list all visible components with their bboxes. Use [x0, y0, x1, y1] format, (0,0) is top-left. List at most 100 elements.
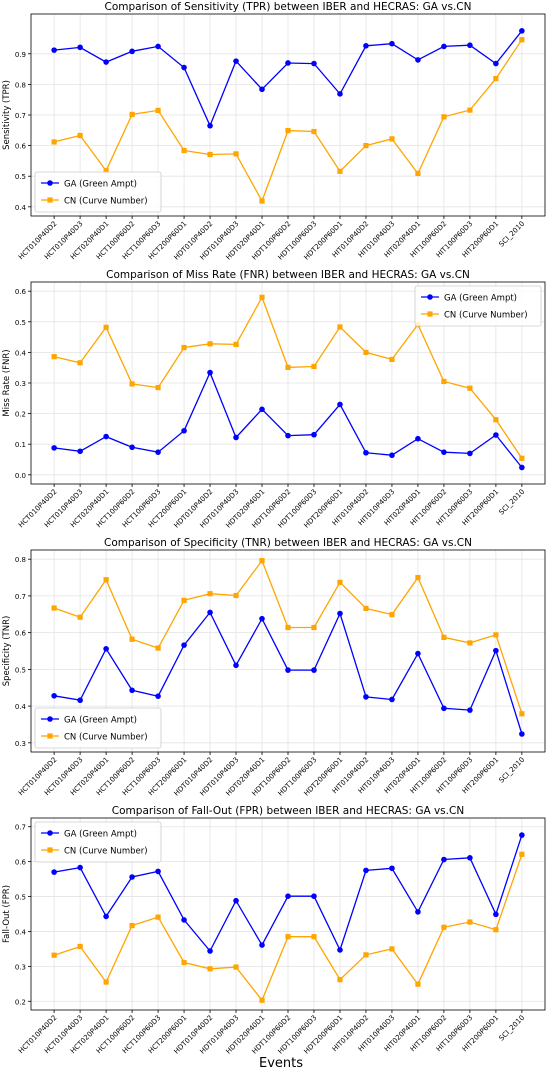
y-tick-label: 0.4	[15, 204, 27, 212]
data-point	[389, 865, 395, 872]
data-point	[77, 360, 83, 366]
data-point	[51, 605, 57, 611]
data-point	[467, 707, 473, 713]
data-point	[415, 574, 421, 581]
data-point	[207, 948, 213, 954]
data-point	[77, 448, 83, 455]
chart-title: Comparison of Fall-Out (FPR) between IBE…	[112, 805, 464, 817]
data-point	[155, 107, 161, 114]
chart-title: Comparison of Sensitivity (TPR) between …	[105, 1, 472, 13]
data-point	[415, 909, 421, 915]
data-point	[51, 47, 57, 53]
y-tick-label: 0.5	[15, 173, 26, 181]
data-point	[285, 667, 291, 673]
series-cn	[51, 558, 525, 717]
y-tick-label: 0.9	[15, 51, 26, 59]
legend-label: GA (Green Ampt)	[444, 294, 517, 304]
y-tick-label: 0.7	[15, 112, 26, 120]
data-point	[207, 369, 213, 376]
data-point	[103, 913, 109, 920]
data-point	[467, 640, 473, 646]
data-point	[129, 111, 135, 117]
data-point	[155, 384, 161, 391]
data-point	[493, 647, 499, 654]
data-point	[77, 614, 83, 620]
series-ga	[51, 609, 525, 737]
data-point	[441, 449, 447, 455]
data-point	[103, 645, 109, 652]
legend-marker	[47, 716, 53, 722]
data-point	[233, 341, 239, 348]
chart-panel-1: Comparison of Sensitivity (TPR) between …	[2, 1, 546, 262]
data-point	[337, 324, 343, 330]
data-point	[51, 952, 57, 958]
data-point	[155, 43, 161, 50]
data-point	[207, 966, 213, 972]
y-tick-label: 0.6	[15, 630, 27, 638]
data-point	[77, 132, 83, 139]
data-point	[389, 136, 395, 142]
legend-label: GA (Green Ampt)	[64, 830, 137, 840]
data-point	[285, 60, 291, 66]
y-axis-label: Miss Rate (FNR)	[2, 349, 12, 416]
y-tick-label: 0.3	[15, 380, 26, 388]
data-point	[129, 381, 135, 387]
data-point	[519, 464, 525, 471]
data-point	[415, 57, 421, 63]
data-point	[441, 43, 447, 50]
data-point	[129, 444, 135, 451]
y-tick-label: 0.6	[15, 859, 27, 867]
data-point	[285, 624, 291, 631]
data-point	[363, 952, 369, 958]
data-point	[181, 427, 187, 434]
data-point	[181, 642, 187, 648]
series-ga	[51, 369, 525, 471]
legend-label: CN (Curve Number)	[64, 197, 148, 207]
data-point	[519, 832, 525, 838]
data-point	[337, 947, 343, 953]
data-point	[363, 694, 369, 700]
data-point	[363, 867, 369, 874]
x-tick-label: SCI_2010	[497, 488, 526, 517]
data-point	[467, 450, 473, 457]
data-point	[181, 917, 187, 923]
y-tick-label: 0.4	[15, 349, 27, 357]
legend-marker	[47, 197, 53, 203]
data-point	[181, 959, 187, 966]
data-point	[233, 964, 239, 970]
legend-box	[34, 707, 162, 749]
data-point	[389, 612, 395, 618]
legend-marker	[47, 733, 53, 739]
y-tick-label: 0.8	[15, 81, 26, 89]
chart-panel-3: Comparison of Specificity (TNR) between …	[2, 537, 546, 798]
y-tick-label: 0.5	[15, 319, 26, 327]
data-point	[467, 385, 473, 391]
data-point	[51, 139, 57, 145]
data-point	[363, 449, 369, 456]
data-point	[493, 75, 499, 82]
data-point	[77, 697, 83, 704]
data-point	[415, 170, 421, 177]
data-point	[103, 433, 109, 440]
data-point	[129, 636, 135, 642]
data-point	[259, 997, 265, 1003]
data-point	[51, 869, 57, 875]
y-tick-label: 0.6	[15, 288, 27, 296]
x-tick-label: SCI_2010	[497, 756, 526, 785]
data-point	[441, 378, 447, 385]
y-tick-label: 0.6	[15, 143, 27, 151]
y-tick-label: 0.8	[15, 556, 26, 564]
data-point	[363, 605, 369, 611]
legend-label: GA (Green Ampt)	[64, 716, 137, 726]
data-point	[259, 406, 265, 413]
data-point	[259, 942, 265, 948]
data-point	[363, 349, 369, 355]
data-point	[77, 943, 83, 950]
data-point	[389, 946, 395, 952]
data-point	[233, 434, 239, 441]
data-point	[415, 981, 421, 987]
data-point	[103, 979, 109, 985]
data-point	[51, 354, 57, 360]
data-point	[155, 645, 161, 651]
data-point	[389, 452, 395, 459]
